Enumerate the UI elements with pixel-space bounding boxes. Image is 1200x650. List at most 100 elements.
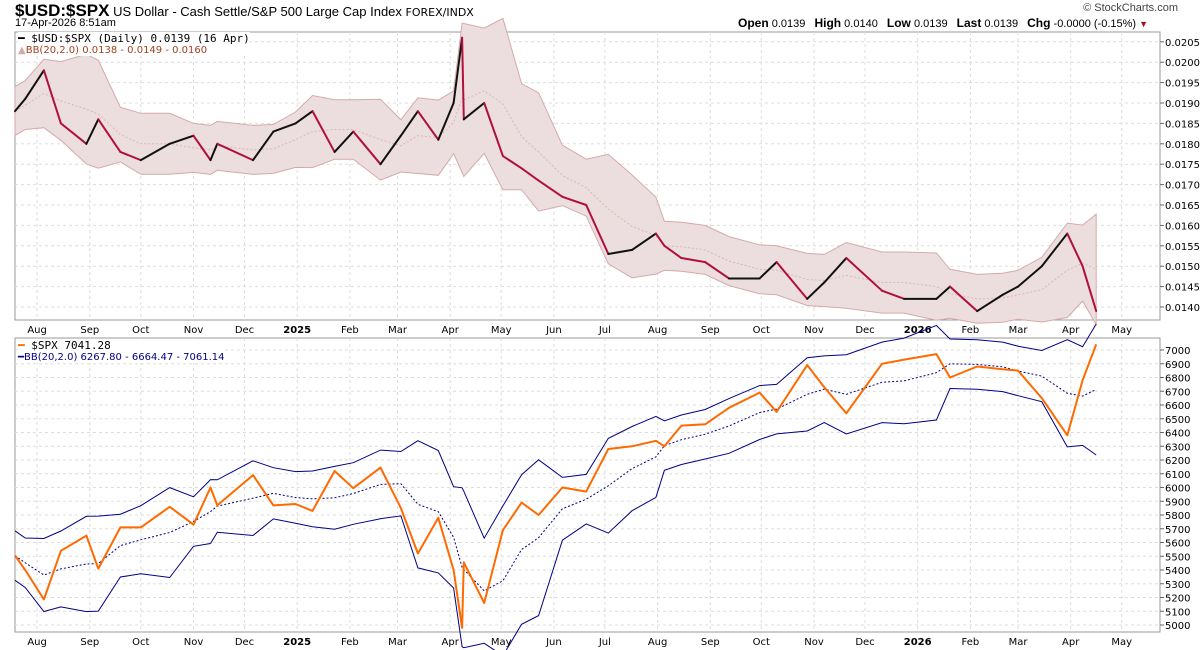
ratio-line-segment bbox=[352, 130, 382, 166]
spx-ytick-label: 6200 bbox=[1165, 456, 1190, 467]
high-label: High bbox=[814, 16, 842, 30]
spx-ytick-label: 7000 bbox=[1165, 346, 1190, 357]
spx-xtick-label: Oct bbox=[132, 637, 149, 648]
spx-ytick-label: 5500 bbox=[1165, 552, 1190, 563]
ratio-xtick-label: Jul bbox=[598, 325, 611, 336]
spx-xtick-label: Aug bbox=[27, 637, 47, 648]
ratio-xtick-label: May bbox=[1111, 325, 1132, 336]
ratio-line-segment bbox=[949, 285, 979, 313]
spx-ytick-label: 5000 bbox=[1165, 621, 1190, 632]
ratio-line-segment bbox=[654, 232, 666, 247]
spx-bb-lower bbox=[14, 387, 1097, 650]
spx-ytick-label: 5100 bbox=[1165, 607, 1190, 618]
spx-bb-middle bbox=[14, 363, 1097, 592]
ratio-ytick-label: 0.0180 bbox=[1165, 140, 1200, 151]
ratio-xtick-label: 2026 bbox=[904, 325, 932, 336]
ratio-line-segment bbox=[537, 179, 564, 198]
spx-ytick-label: 6100 bbox=[1165, 470, 1190, 481]
ratio-line-segment bbox=[1001, 285, 1019, 296]
spx-legend: ━ $SPX 7041.28 ━BB(20,2.0) 6267.80 - 666… bbox=[18, 339, 225, 363]
spx-legend-title: $SPX 7041.28 bbox=[31, 339, 111, 352]
low-value: 0.0139 bbox=[913, 18, 948, 30]
ratio-line-segment bbox=[272, 122, 297, 133]
ratio-line-segment bbox=[585, 204, 610, 255]
ratio-line-segment bbox=[168, 134, 195, 145]
ratio-line-segment bbox=[631, 232, 657, 251]
ratio-ytick-label: 0.0165 bbox=[1165, 201, 1200, 212]
spx-xtick-label: Dec bbox=[235, 637, 254, 648]
ratio-line-segment bbox=[462, 102, 486, 121]
spx-xtick-label: Sep bbox=[80, 637, 99, 648]
ratio-ytick-label: 0.0200 bbox=[1165, 58, 1200, 69]
ratio-xtick-label: Aug bbox=[27, 325, 47, 336]
spx-ytick-label: 6000 bbox=[1165, 484, 1190, 495]
ratio-line-segment bbox=[42, 69, 62, 125]
exchange: FOREX/INDX bbox=[405, 6, 474, 19]
ratio-xtick-label: Sep bbox=[80, 325, 99, 336]
ratio-bb-middle bbox=[14, 90, 1097, 300]
ratio-line-segment bbox=[561, 195, 588, 206]
timestamp: 17-Apr-2026 8:51am bbox=[15, 17, 116, 29]
ratio-ytick-label: 0.0150 bbox=[1165, 262, 1200, 273]
chg-value: -0.0000 (-0.15%) bbox=[1053, 18, 1137, 30]
ratio-line-segment bbox=[333, 130, 355, 153]
spx-xtick-label: Apr bbox=[1062, 637, 1080, 648]
ratio-line-segment bbox=[416, 110, 440, 141]
ratio-xtick-label: Dec bbox=[855, 325, 874, 336]
ratio-legend-title: $USD:$SPX (Daily) 0.0139 (16 Apr) bbox=[31, 32, 250, 45]
spx-ytick-label: 6800 bbox=[1165, 374, 1190, 385]
ratio-line-segment bbox=[119, 150, 142, 162]
spx-ytick-label: 5800 bbox=[1165, 511, 1190, 522]
ratio-line-segment bbox=[483, 102, 504, 158]
spx-xtick-label: 2025 bbox=[283, 637, 311, 648]
ratio-xtick-label: Jun bbox=[545, 325, 562, 336]
ratio-line-segment bbox=[294, 110, 314, 125]
high-value: 0.0140 bbox=[844, 18, 878, 30]
spx-xtick-label: Feb bbox=[962, 637, 980, 648]
ratio-line-segment bbox=[845, 257, 883, 292]
ratio-xtick-label: Apr bbox=[442, 325, 460, 336]
spx-xtick-label: May bbox=[1111, 637, 1132, 648]
spx-ytick-label: 6700 bbox=[1165, 387, 1190, 398]
ratio-ytick-label: 0.0205 bbox=[1165, 38, 1200, 49]
ratio-line-segment bbox=[935, 285, 951, 300]
spx-ytick-label: 5700 bbox=[1165, 525, 1190, 536]
spx-xtick-label: Sep bbox=[701, 637, 720, 648]
ratio-line-segment bbox=[1081, 265, 1098, 313]
last-label: Last bbox=[956, 16, 982, 30]
symbol: $USD:$SPX bbox=[15, 1, 110, 20]
ratio-legend: ━ $USD:$SPX (Daily) 0.0139 (16 Apr) ▲BB(… bbox=[18, 32, 250, 56]
ratio-ytick-label: 0.0145 bbox=[1165, 283, 1200, 294]
ratio-line-segment bbox=[881, 289, 906, 300]
ratio-xtick-label: Oct bbox=[753, 325, 770, 336]
spx-ytick-label: 5400 bbox=[1165, 566, 1190, 577]
open-value: 0.0139 bbox=[771, 18, 806, 30]
spx-xtick-label: Aug bbox=[648, 637, 668, 648]
spx-ytick-label: 6600 bbox=[1165, 401, 1190, 412]
spx-ytick-label: 6300 bbox=[1165, 442, 1190, 453]
spx-ytick-label: 6500 bbox=[1165, 415, 1190, 426]
ratio-line-segment bbox=[806, 281, 826, 300]
ratio-bb-legend: BB(20,2.0) 0.0138 - 0.0149 - 0.0160 bbox=[25, 45, 208, 56]
ratio-ytick-label: 0.0140 bbox=[1165, 303, 1200, 314]
spx-xtick-label: Oct bbox=[753, 637, 770, 648]
ratio-line-segment bbox=[680, 257, 707, 264]
spx-xtick-label: Feb bbox=[341, 637, 359, 648]
ratio-line-segment bbox=[520, 167, 540, 182]
ratio-line-segment bbox=[24, 69, 45, 100]
spx-xtick-label: Mar bbox=[388, 637, 408, 648]
ratio-xtick-label: Feb bbox=[341, 325, 359, 336]
ratio-ytick-label: 0.0170 bbox=[1165, 181, 1200, 192]
chart-title: $USD:$SPX US Dollar - Cash Settle/S&P 50… bbox=[15, 1, 474, 21]
ratio-xtick-label: Sep bbox=[701, 325, 720, 336]
ratio-line-segment bbox=[252, 130, 275, 162]
ratio-line-segment bbox=[452, 36, 464, 104]
spx-price-line bbox=[14, 344, 1098, 629]
ratio-line-segment bbox=[437, 102, 455, 141]
down-triangle-icon: ▼ bbox=[1139, 19, 1148, 29]
ratio-xtick-label: Nov bbox=[184, 325, 204, 336]
spx-ytick-label: 5300 bbox=[1165, 580, 1190, 591]
spx-bb-upper bbox=[14, 323, 1097, 540]
ratio-line-segment bbox=[139, 142, 171, 162]
